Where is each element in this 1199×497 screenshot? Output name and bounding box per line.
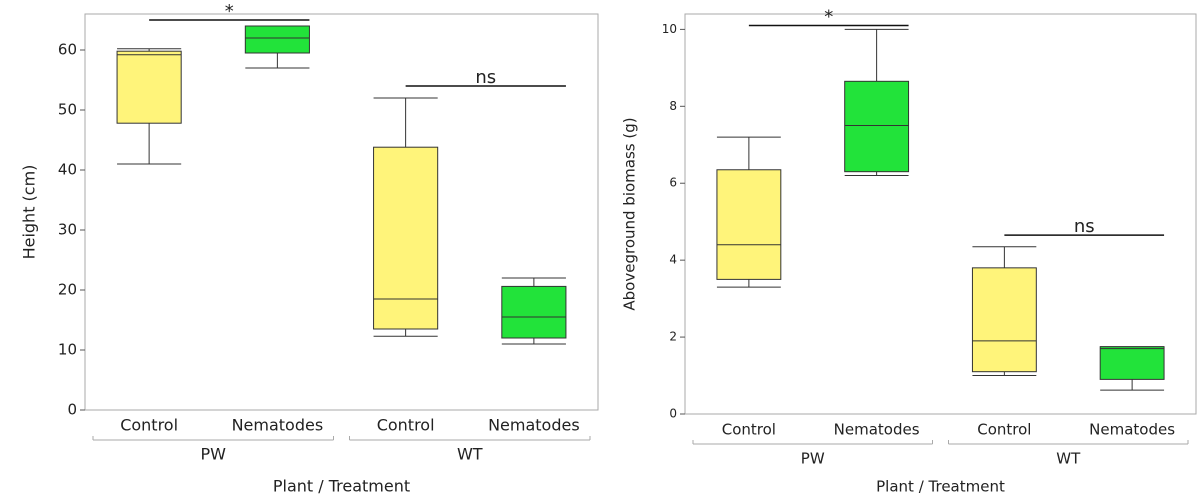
y-tick-label: 0 [669,407,677,421]
y-tick-label: 4 [669,253,677,267]
annotation-label: * [824,7,833,28]
x-tick-label: Nematodes [488,416,580,435]
x-tick-label: Nematodes [1089,421,1175,439]
box [971,267,1037,373]
x-axis-title: Plant / Treatment [273,477,410,496]
y-tick-label: 40 [58,161,77,179]
group-label: WT [1056,450,1081,468]
x-tick-label: Control [120,416,178,435]
y-tick-label: 2 [669,330,677,344]
y-tick-label: 50 [58,101,77,119]
x-tick-label: Control [722,421,776,439]
plot-frame [684,13,1197,415]
y-tick-label: 60 [58,41,77,59]
y-tick-label: 6 [669,176,677,190]
y-tick-label: 8 [669,99,677,113]
y-tick-label: 0 [67,401,77,419]
annotation-label: ns [475,67,496,88]
group-label: WT [457,445,483,464]
plot-frame [84,13,599,411]
y-tick-label: 10 [662,22,677,36]
box [373,146,439,330]
box [116,50,182,124]
group-label: PW [801,450,825,468]
box [244,25,310,54]
y-tick-label: 20 [58,281,77,299]
y-axis-title: Aboveground biomass (g) [621,117,639,310]
x-tick-label: Nematodes [834,421,920,439]
x-tick-label: Control [977,421,1031,439]
box [1099,346,1165,380]
box [716,169,782,280]
box [844,80,910,173]
x-tick-label: Nematodes [232,416,324,435]
y-axis-title: Height (cm) [20,165,39,260]
box [501,285,567,339]
y-tick-label: 10 [58,341,77,359]
annotation-label: ns [1074,216,1095,237]
x-tick-label: Control [377,416,435,435]
x-axis-title: Plant / Treatment [876,478,1005,496]
annotation-label: * [225,1,234,22]
group-label: PW [201,445,227,464]
y-tick-label: 30 [58,221,77,239]
